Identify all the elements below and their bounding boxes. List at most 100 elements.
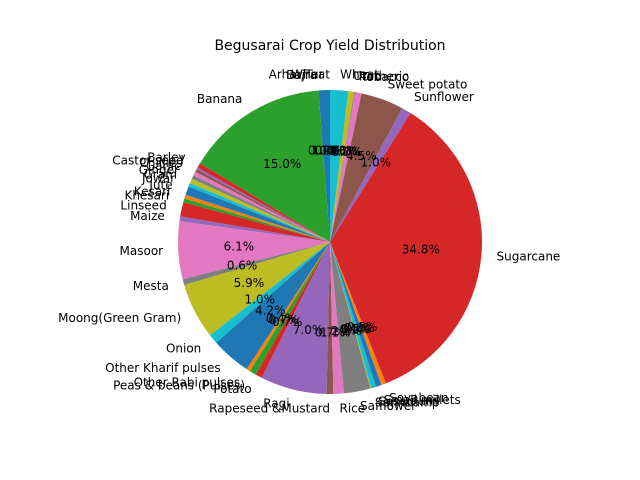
slice-label-sannhamp: Sannhamp	[375, 396, 439, 410]
slice-label-ginger: Ginger	[139, 163, 179, 177]
slice-label-masoor: Masoor	[120, 244, 164, 258]
slice-percent-sesamum: 0.5%	[341, 322, 372, 336]
slice-label-barley: Barley	[147, 150, 185, 164]
slice-label-wheat: Wheat	[340, 68, 379, 82]
slice-label-sugarcane: Sugarcane	[497, 250, 561, 264]
slice-percent-sunflower: 1.0%	[361, 156, 392, 170]
pie-slice-masoor	[178, 221, 330, 280]
slice-label-banana: Banana	[197, 92, 243, 106]
pie-slice-chillies	[195, 169, 330, 242]
slice-label-soyabean: Soyabean	[389, 391, 448, 405]
pie-slices	[178, 90, 483, 395]
pie-slice-barley	[197, 163, 330, 242]
slice-percent-turmeric: 0.1%	[329, 145, 360, 159]
pie-slice-onion	[210, 242, 330, 343]
pie-slice-other-rabi-pulses	[246, 242, 330, 372]
slice-percent-small-millets: 0.6%	[344, 321, 375, 335]
slice-label-other-rabi-pulses: Other Rabi pulses	[134, 376, 241, 390]
slice-label-peas-beans-pulses: Peas & beans (Pulses)	[113, 379, 245, 393]
pie-slice-kesari	[184, 194, 330, 242]
pie-slice-moong-green-gram	[184, 242, 330, 336]
slice-percent-sannhamp: 0.1%	[339, 322, 370, 336]
slice-percent-sweet-potato: 4.5%	[346, 149, 377, 163]
pie-slice-sugarcane	[330, 113, 483, 384]
slice-label-bajra: Bajra	[286, 68, 317, 82]
slice-percent-wheat: 0.0%	[315, 143, 346, 157]
slice-label-ragi: Ragi	[263, 397, 289, 411]
slice-percent-potato: 0.7%	[272, 315, 303, 329]
slice-label-tobacco: Tobacco	[360, 70, 409, 84]
pie-slice-peas-beans-pulses	[249, 242, 330, 375]
slice-label-jowar: Jowar	[141, 172, 175, 186]
pie-slice-ragi	[261, 242, 330, 394]
slice-percent-other-rabi-pulses: 0.4%	[266, 311, 297, 325]
pie-slice-banana	[199, 90, 330, 242]
slice-label-arhar-tur: Arhar/Tur	[269, 67, 324, 81]
slice-percent-masoor: 6.1%	[224, 240, 255, 254]
slice-label-jute: Jute	[148, 178, 172, 192]
slice-percent-other-kharif-pulses: 4.2%	[255, 304, 286, 318]
slice-label-garlic: Garlic	[146, 159, 181, 173]
slice-label-sesamum: Sesamum	[378, 395, 438, 409]
slice-label-chillies: Chillies	[140, 156, 183, 170]
slice-percent-banana: 15.0%	[263, 157, 301, 171]
pie-slice-rice	[330, 242, 344, 394]
pie-slice-sweet-potato	[330, 93, 403, 243]
pie-slice-jowar	[188, 183, 330, 242]
slice-label-sunflower: Sunflower	[414, 90, 474, 104]
pie-slice-sannhamp	[330, 242, 372, 389]
slice-label-wheat: Wheat	[291, 67, 330, 81]
pie-slice-arhar-tur	[318, 90, 330, 242]
slice-label-turmeric: Turmeric	[356, 70, 409, 84]
slice-percent-urad: 0.6%	[327, 144, 358, 158]
slice-percent-arhar-tur: 1.2%	[311, 143, 342, 157]
slice-label-khesari: Khesari	[124, 189, 169, 203]
pie-slice-other-kharif-pulses	[216, 242, 330, 370]
slice-label-urad: Urad	[353, 69, 382, 83]
slice-percent-onion: 1.0%	[245, 293, 276, 307]
slice-percent-sugarcane: 34.8%	[402, 243, 440, 257]
pie-slice-small-millets	[330, 242, 382, 387]
slice-percent-safflower: 2.8%	[331, 324, 362, 338]
chart-title: Begusarai Crop Yield Distribution	[214, 38, 445, 54]
pie-slice-jute	[185, 186, 330, 242]
pie-slice-garlic	[193, 171, 330, 242]
pie-slice-khesari	[183, 198, 330, 242]
pie-slice-sunflower	[330, 108, 411, 242]
slice-label-onion: Onion	[166, 341, 201, 355]
pie-slice-turmeric	[330, 91, 355, 242]
pie-slice-urad	[330, 91, 354, 242]
pie-slice-rapeseed-mustard	[326, 242, 334, 395]
slice-percent-peas-beans-pulses: 0.7%	[268, 313, 299, 327]
slice-percent-mesta: 0.6%	[227, 259, 258, 273]
slice-percent-wheat: 1.9%	[320, 144, 351, 158]
slice-percent-ragi: 7.0%	[293, 323, 324, 337]
slice-label-mesta: Mesta	[133, 279, 169, 293]
percent-labels: 1.2%0.0%15.0%6.1%0.6%5.9%1.0%4.2%0.4%0.7…	[224, 143, 440, 339]
pie-slice-sesamum	[330, 242, 377, 389]
slice-label-linseed: Linseed	[120, 199, 166, 213]
slice-label-rice: Rice	[340, 401, 366, 415]
slice-label-maize: Maize	[130, 209, 165, 223]
pie-slice-ginger	[191, 175, 330, 242]
pie-slice-soyabean	[330, 242, 386, 386]
pie-slice-tobacco	[330, 92, 362, 242]
slice-label-gram: Gram	[144, 167, 177, 181]
slice-label-other-kharif-pulses: Other Kharif pulses	[105, 361, 220, 375]
slice-label-potato: Potato	[213, 382, 251, 396]
slice-label-moong-green-gram: Moong(Green Gram)	[58, 311, 181, 325]
pie-slice-potato	[255, 242, 330, 378]
slice-label-safflower: Safflower	[360, 399, 416, 413]
slice-percent-bajra: 0.0%	[308, 144, 339, 158]
slice-percent-rice: 1.1%	[320, 326, 351, 340]
slice-label-kesari: Kesari	[134, 185, 171, 199]
slice-percent-moong-green-gram: 5.9%	[234, 276, 265, 290]
slice-label-small-millets: Small millets	[384, 393, 461, 407]
slice-label-rapeseed-mustard: Rapeseed &Mustard	[209, 402, 330, 416]
pie-slice-castor-seed	[196, 167, 330, 242]
slice-label-sweet-potato: Sweet potato	[388, 78, 468, 92]
pie-slice-wheat	[330, 90, 349, 242]
pie-slice-maize	[179, 216, 330, 242]
